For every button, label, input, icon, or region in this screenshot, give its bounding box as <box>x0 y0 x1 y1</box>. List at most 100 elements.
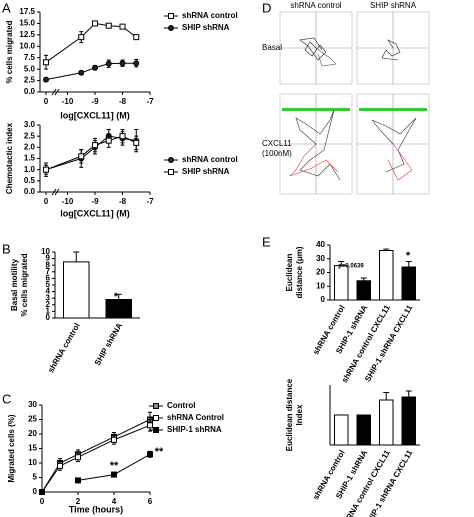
bar <box>105 299 132 319</box>
x-axis-label: log[CXCL11] (M) <box>60 110 130 120</box>
column-label: shRNA control <box>290 1 341 10</box>
y-tick-label: 10.0 <box>19 41 35 50</box>
point <box>78 69 85 76</box>
legend-marker <box>168 13 174 19</box>
error-bar <box>115 293 122 300</box>
y-tick-label: 0.5 <box>24 176 36 185</box>
y-tick-label: 15 <box>28 444 37 453</box>
x-tick-label: 4 <box>112 497 117 506</box>
panel-letter: C <box>2 391 11 406</box>
y-tick-label: 2.5 <box>24 76 36 85</box>
legend-marker <box>153 403 159 409</box>
y-axis-label: distance (μm) <box>295 246 304 298</box>
y-tick-label: 17.5 <box>19 7 35 16</box>
point <box>39 489 45 495</box>
y-tick-label: 40 <box>316 240 325 249</box>
y-axis-label: % cells migrated <box>5 20 14 83</box>
point <box>105 22 112 29</box>
y-axis-label: Chemotactic index <box>5 122 14 194</box>
legend-marker <box>168 169 174 175</box>
legend-label: shRNA control <box>182 11 238 20</box>
y-tick-label: 0 <box>46 313 51 322</box>
point <box>43 76 49 83</box>
point <box>57 462 63 469</box>
axis-break <box>51 88 57 96</box>
point <box>92 64 98 71</box>
y-tick-label: 1 <box>46 307 51 316</box>
series-line <box>41 419 151 493</box>
y-tick-label: 30 <box>28 400 37 409</box>
row-label: CXCL11 <box>262 139 292 148</box>
y-tick-label: 5 <box>46 280 51 289</box>
point <box>75 454 81 461</box>
x-tick-label: 2 <box>76 497 81 506</box>
point <box>133 34 140 41</box>
legend-marker <box>153 415 159 421</box>
x-tick-label: -8 <box>119 197 127 206</box>
row-label: Basal <box>262 43 282 52</box>
x-tick-label: SHIP shRNA <box>93 321 125 367</box>
annotation: ** <box>155 446 164 458</box>
y-tick-label: 10 <box>41 247 50 256</box>
y-axis-label: Euclidean <box>285 253 294 291</box>
point <box>105 60 112 67</box>
y-tick-label: 9 <box>46 254 51 263</box>
bar <box>356 414 371 446</box>
y-tick-label: 6 <box>46 274 51 283</box>
y-tick-label: 0 <box>33 487 38 496</box>
x-tick-label: -10 <box>62 197 74 206</box>
axis-break <box>51 188 57 196</box>
y-tick-label: 30 <box>316 254 325 263</box>
point <box>43 59 49 66</box>
y-tick-label: 7 <box>46 267 51 276</box>
x-tick-label: -8 <box>119 97 127 106</box>
y-tick-label: 8 <box>46 260 51 269</box>
panel-letter: D <box>262 0 271 15</box>
x-axis-label: log[CXCL11] (M) <box>60 208 130 218</box>
point <box>147 422 153 429</box>
point <box>133 60 140 67</box>
y-tick-label: 2.5 <box>24 131 36 140</box>
error-bar <box>383 392 390 400</box>
point <box>119 133 126 140</box>
annotation: p=0.0639 <box>338 264 364 270</box>
annotation: * <box>406 250 411 262</box>
point <box>119 23 126 30</box>
y-tick-label: 20 <box>316 268 325 277</box>
bar <box>401 266 416 301</box>
bar <box>379 250 394 301</box>
y-axis-label: % cells migrated <box>20 253 29 316</box>
y-axis-label: Migrated cells (%) <box>7 414 16 482</box>
error-bar <box>338 261 345 266</box>
point <box>111 436 117 443</box>
legend-marker <box>168 157 174 163</box>
column-label: SHIP shRNA <box>370 1 417 10</box>
y-tick-label: 1.0 <box>24 165 36 174</box>
y-tick-label: 3 <box>46 293 51 302</box>
y-axis-label: Index <box>295 404 304 425</box>
axis-break <box>54 88 60 96</box>
error-bar <box>360 277 367 281</box>
y-tick-label: 12.5 <box>19 30 35 39</box>
x-tick-label: 0 <box>40 497 45 506</box>
point <box>78 34 85 41</box>
x-tick-label: -9 <box>91 97 99 106</box>
tracking-panels <box>279 11 430 195</box>
y-tick-label: 20 <box>28 429 37 438</box>
legend-marker <box>168 25 174 31</box>
point <box>133 139 140 146</box>
annotation: ** <box>110 460 119 472</box>
point <box>147 451 153 458</box>
point <box>105 137 112 144</box>
error-bar <box>405 390 412 397</box>
legend-label: Control <box>167 401 195 410</box>
error-bar <box>383 248 390 251</box>
x-tick-label: 6 <box>148 497 153 506</box>
legend-label: SHIP-1 shRNA <box>167 425 222 434</box>
panel-letter: A <box>2 0 11 15</box>
x-tick-label: 0 <box>44 197 49 206</box>
y-axis-label: Basal motility <box>10 258 19 311</box>
x-tick-label: -10 <box>62 97 74 106</box>
error-bar <box>405 261 412 267</box>
